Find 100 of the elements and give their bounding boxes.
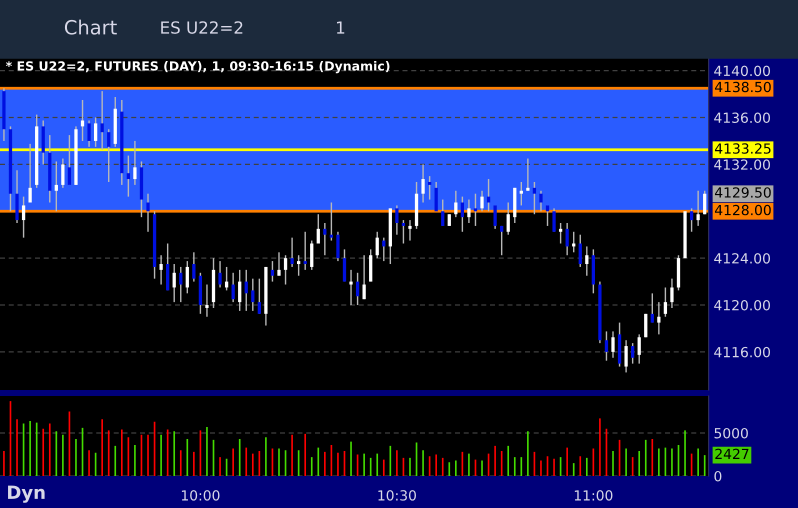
y-tick-label: 0 — [714, 470, 722, 482]
candlestick — [703, 190, 706, 215]
candlestick — [356, 272, 360, 306]
candlestick — [22, 196, 26, 238]
candlestick — [638, 334, 641, 364]
y-tick-label: 4124.00 — [714, 253, 770, 264]
candlestick — [382, 236, 386, 262]
candlestick — [402, 219, 406, 244]
y-tick-label: 4116.00 — [714, 346, 770, 358]
chart-title: * ES U22=2, FUTURES (DAY), 1, 09:30-16:15 (Dynamic) — [6, 61, 390, 74]
candlestick — [349, 269, 353, 306]
candlestick — [304, 231, 307, 271]
candlestick — [434, 181, 438, 212]
candlestick — [54, 160, 58, 212]
candlestick — [376, 231, 379, 259]
candlestick — [552, 208, 556, 232]
candlestick — [585, 246, 588, 276]
candlestick — [604, 330, 608, 362]
y-tick-label: 4120.00 — [714, 300, 770, 311]
y-tick-label: 4136.00 — [714, 112, 770, 123]
candlestick — [486, 178, 490, 212]
candlestick — [572, 231, 576, 253]
candlestick — [205, 284, 209, 318]
candlestick — [87, 120, 91, 148]
candlestick — [107, 128, 110, 183]
candlestick — [578, 234, 582, 268]
candlestick — [448, 214, 451, 227]
candlestick — [664, 286, 668, 318]
text: 4129.50 — [714, 187, 771, 198]
candlestick — [546, 204, 550, 227]
candlestick — [336, 231, 340, 262]
candlestick — [520, 181, 523, 206]
candlestick — [566, 222, 569, 256]
candlestick — [244, 269, 248, 312]
candlestick — [159, 254, 163, 286]
candlestick — [238, 269, 242, 312]
candlestick — [526, 158, 530, 192]
candlestick — [644, 313, 648, 338]
candlestick — [224, 266, 228, 292]
candlestick — [330, 202, 334, 242]
candlestick — [179, 266, 182, 303]
candlestick — [28, 143, 32, 204]
candlestick — [480, 190, 484, 212]
candlestick — [611, 330, 615, 358]
ref-line-label: 4138.50 — [714, 82, 771, 92]
x-tick-label: 10:30 — [378, 490, 416, 501]
x-tick-label: 11:00 — [574, 490, 612, 501]
text: 1 — [336, 21, 344, 34]
ref-line-label: 4128.00 — [714, 204, 771, 216]
candlestick — [342, 248, 346, 282]
candlestick — [186, 260, 189, 294]
ref-line-label: 4133.25 — [714, 143, 771, 154]
x-tick-label: 10:00 — [182, 490, 220, 501]
candlestick — [624, 340, 628, 374]
y-tick-label: 5000 — [714, 428, 748, 438]
candlestick — [657, 301, 660, 336]
candlestick — [310, 240, 314, 271]
candlestick — [297, 254, 300, 276]
candlestick — [500, 225, 504, 256]
candlestick — [631, 342, 634, 364]
candlestick — [493, 204, 497, 230]
candlestick — [284, 254, 288, 286]
candlestick — [172, 263, 176, 303]
candlestick — [251, 278, 254, 312]
candlestick — [696, 190, 700, 227]
candlestick — [454, 190, 458, 218]
candlestick — [474, 193, 478, 227]
candlestick — [421, 164, 425, 204]
candlestick — [323, 222, 326, 256]
candlestick — [670, 278, 674, 309]
candlestick — [80, 99, 84, 142]
candlestick — [232, 272, 235, 303]
text: Chart — [64, 20, 117, 35]
candlestick — [192, 252, 196, 282]
candlestick — [460, 196, 464, 232]
text: Dyn — [8, 486, 45, 503]
y-tick-label: 4140.00 — [714, 66, 770, 76]
candlestick — [100, 90, 104, 150]
candlestick — [316, 214, 320, 244]
text: 2427 — [715, 448, 748, 459]
candlestick — [441, 198, 444, 227]
text: ES U22=2 — [161, 21, 242, 34]
candlestick — [258, 278, 261, 315]
candlestick — [68, 134, 72, 186]
candlestick — [290, 236, 294, 268]
candlestick — [408, 219, 412, 242]
y-tick-label: 4132.00 — [714, 159, 770, 170]
candlestick — [61, 158, 65, 189]
candlestick — [362, 254, 366, 300]
candlestick — [218, 260, 222, 288]
candlestick — [395, 204, 399, 236]
candlestick — [506, 202, 510, 236]
candlestick — [558, 222, 562, 244]
candlestick — [94, 116, 98, 148]
candlestick — [428, 175, 432, 200]
candlestick — [133, 140, 137, 186]
candlestick — [539, 190, 543, 212]
candlestick — [146, 193, 150, 232]
candlestick — [650, 292, 654, 324]
candlestick — [126, 154, 130, 198]
